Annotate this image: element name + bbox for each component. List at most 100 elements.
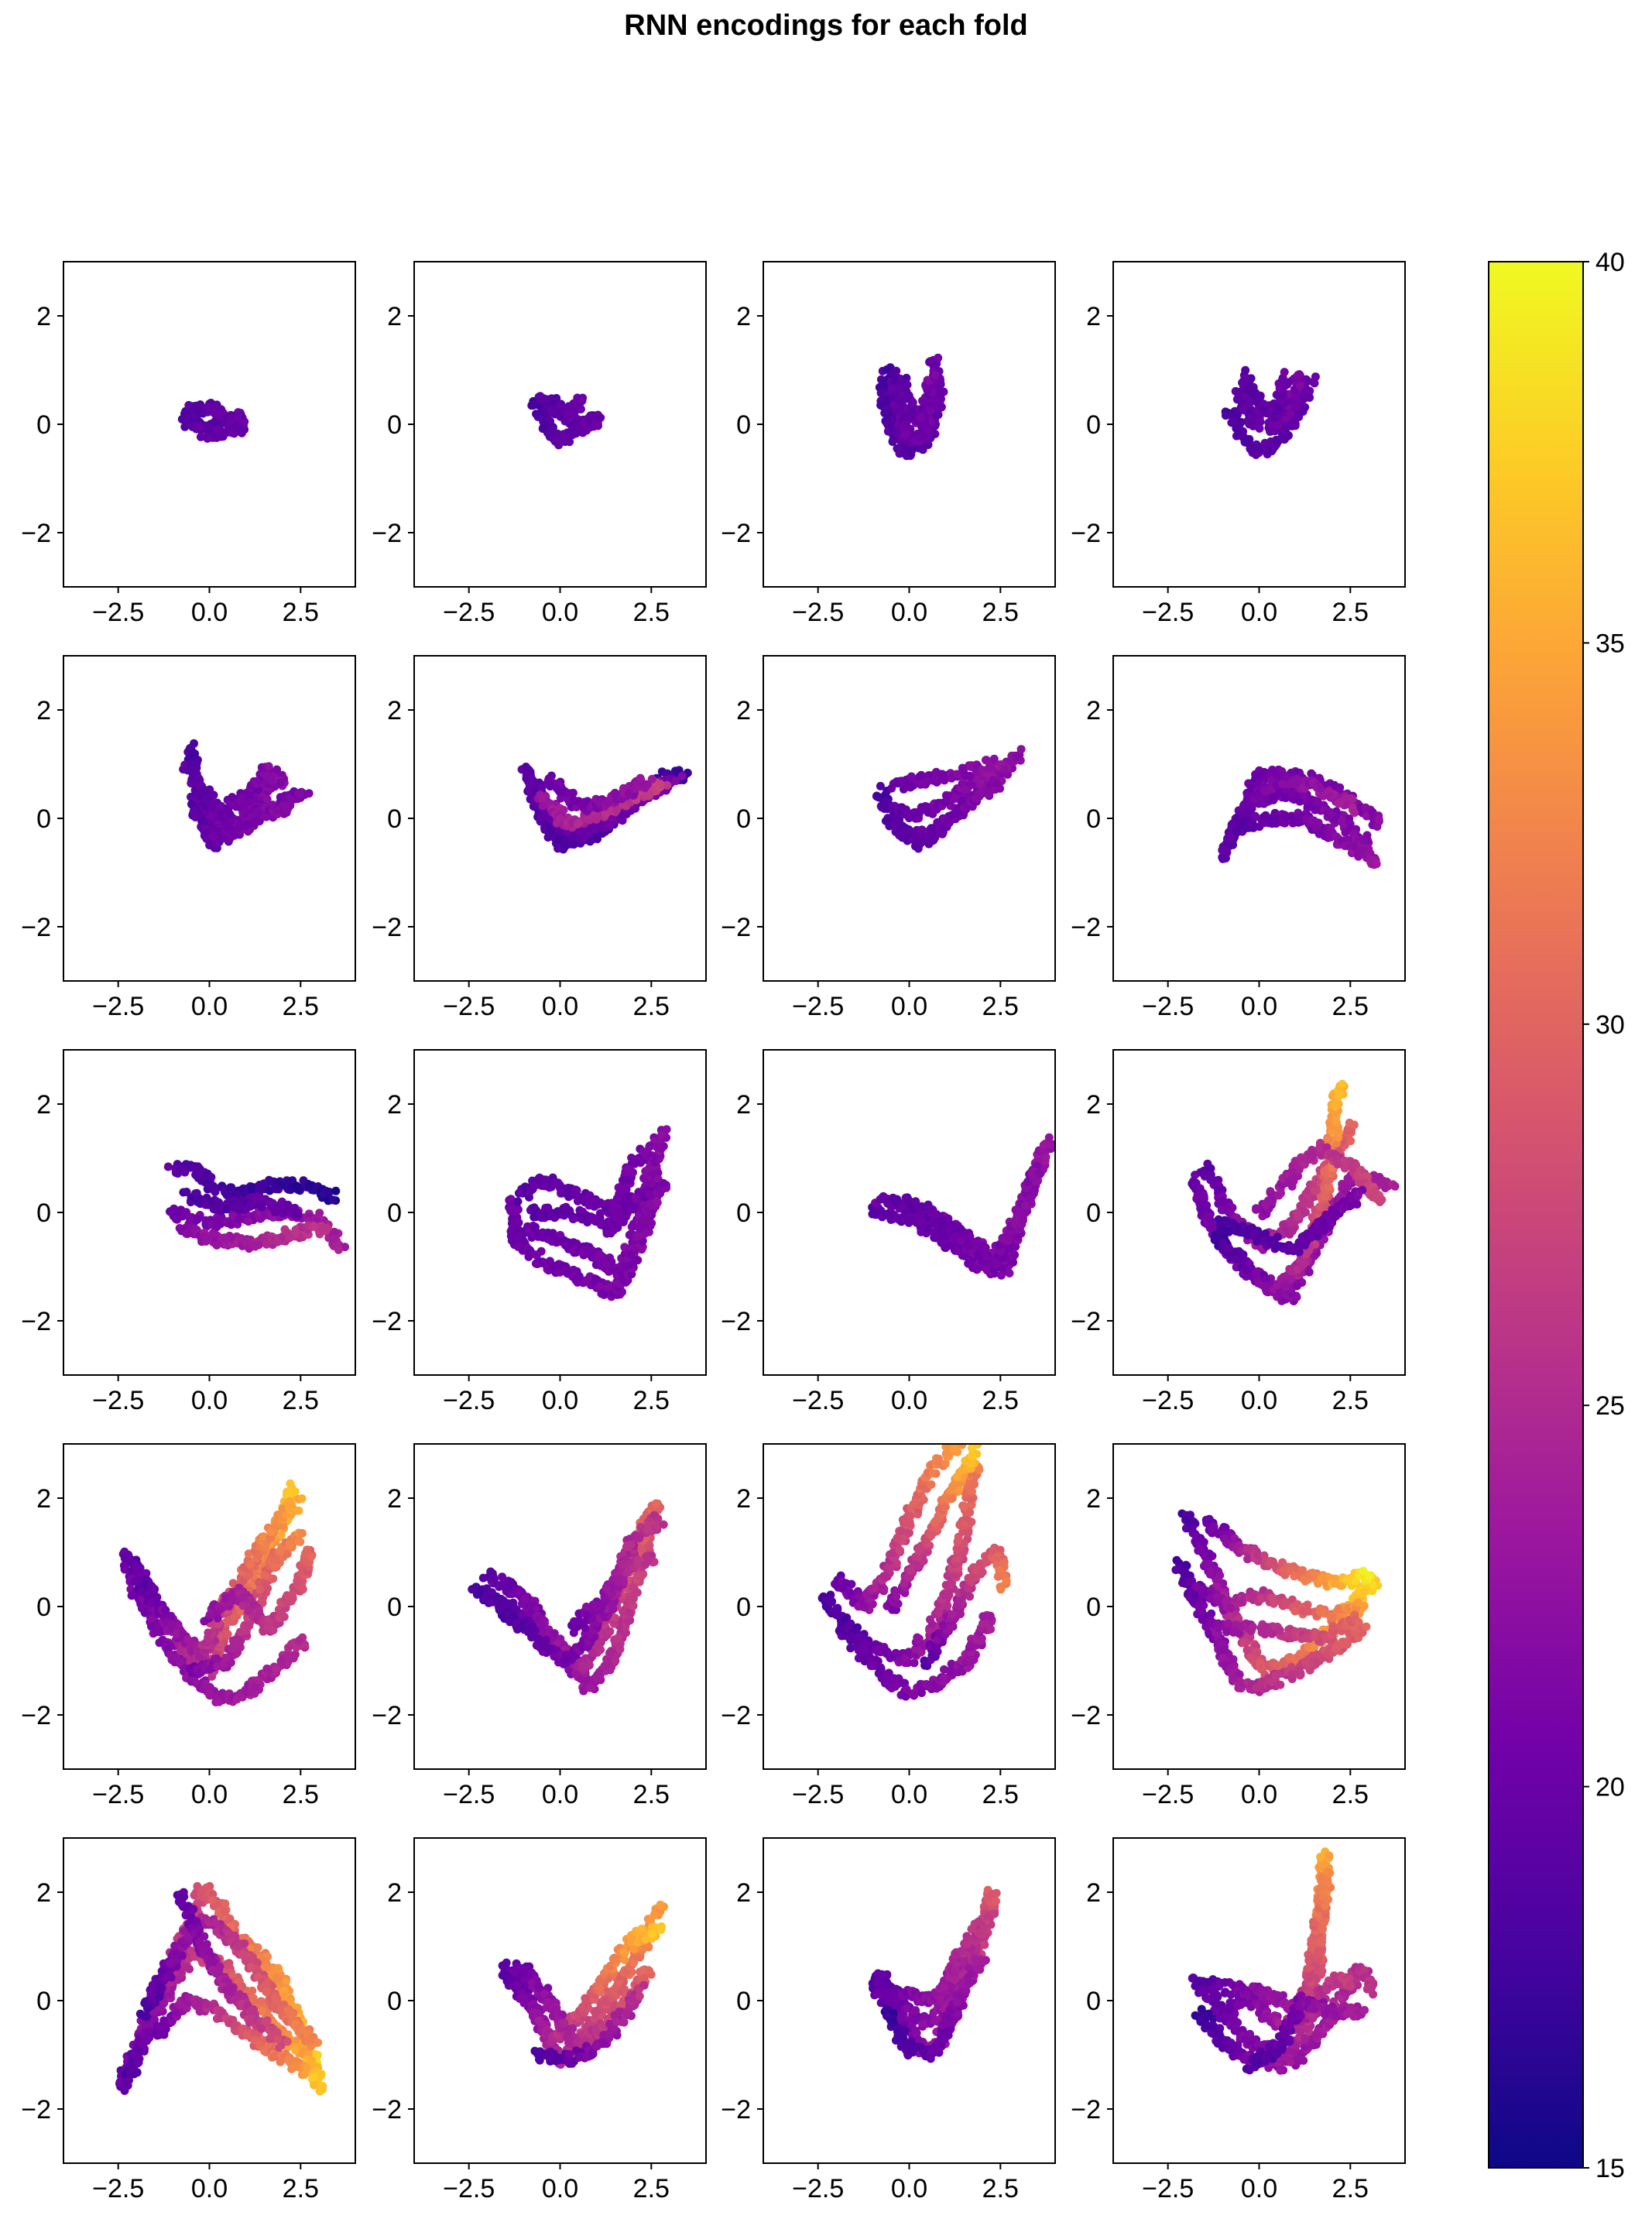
scatter-point bbox=[639, 1148, 649, 1157]
scatter-point bbox=[578, 396, 587, 406]
y-tick-label: −2 bbox=[21, 1307, 51, 1336]
scatter-point bbox=[254, 1240, 263, 1250]
x-tick-label: 0.0 bbox=[191, 1386, 228, 1415]
y-tick-label: 0 bbox=[387, 410, 402, 440]
x-tick-label: −2.5 bbox=[792, 598, 844, 627]
scatter-point bbox=[1252, 394, 1261, 403]
scatter-point bbox=[227, 1183, 236, 1192]
scatter-point bbox=[889, 400, 899, 410]
scatter-point bbox=[1281, 794, 1290, 802]
scatter-point bbox=[574, 834, 584, 843]
scatter-point bbox=[190, 763, 199, 773]
y-tick-label: −2 bbox=[721, 519, 751, 548]
scatter-point bbox=[341, 1243, 350, 1252]
y-tick-label: −2 bbox=[372, 1307, 402, 1336]
scatter-point bbox=[1288, 789, 1297, 798]
scatter-point bbox=[201, 1236, 211, 1246]
scatter-point bbox=[1016, 745, 1026, 754]
scatter-point bbox=[170, 1204, 179, 1213]
scatter-point bbox=[992, 780, 1002, 789]
scatter-point bbox=[957, 1236, 966, 1246]
x-tick-label: 2.5 bbox=[982, 992, 1019, 1021]
x-tick-label: 0.0 bbox=[1241, 992, 1277, 1021]
scatter-point bbox=[286, 794, 295, 803]
scatter-point bbox=[1021, 1201, 1030, 1210]
scatter-point bbox=[249, 817, 259, 826]
scatter-point bbox=[180, 422, 190, 431]
scatter-point bbox=[262, 794, 272, 804]
x-tick-label: 0.0 bbox=[542, 1386, 578, 1415]
scatter-point bbox=[538, 801, 547, 811]
scatter-points bbox=[872, 745, 1026, 853]
scatter-point bbox=[1237, 398, 1246, 407]
scatter-point bbox=[1227, 820, 1236, 829]
scatter-point bbox=[279, 801, 289, 810]
scatter-point bbox=[264, 762, 273, 771]
scatter-point bbox=[261, 1211, 270, 1220]
scatter-point bbox=[541, 420, 550, 429]
scatter-point bbox=[965, 771, 975, 780]
scatter-point bbox=[907, 772, 916, 781]
scatter-point bbox=[1338, 816, 1347, 825]
scatter-point bbox=[925, 358, 934, 367]
scatter-point bbox=[530, 1203, 539, 1212]
scatter-point bbox=[1294, 371, 1302, 380]
scatter-point bbox=[196, 432, 205, 441]
scatter-point bbox=[1310, 379, 1319, 388]
scatter-point bbox=[1041, 1153, 1050, 1162]
scatter-points bbox=[179, 739, 314, 852]
scatter-point bbox=[213, 1200, 222, 1209]
x-tick-label: 0.0 bbox=[191, 598, 228, 627]
scatter-point bbox=[552, 393, 561, 403]
scatter-point bbox=[1245, 436, 1254, 444]
scatter-point bbox=[968, 1249, 977, 1258]
scatter-point bbox=[624, 789, 633, 798]
scatter-point bbox=[961, 784, 970, 794]
scatter-point bbox=[634, 1231, 643, 1240]
scatter-point bbox=[571, 429, 581, 438]
scatter-point bbox=[677, 772, 687, 781]
scatter-point bbox=[266, 1177, 276, 1186]
scatter-points bbox=[868, 1133, 1055, 1280]
y-tick-label: 2 bbox=[736, 696, 751, 725]
scatter-points bbox=[177, 399, 249, 443]
y-tick-label: 0 bbox=[387, 1199, 402, 1228]
y-tick-label: 0 bbox=[387, 804, 402, 834]
x-tick-label: 2.5 bbox=[1332, 598, 1369, 627]
scatter-point bbox=[270, 1208, 279, 1217]
y-tick-label: 0 bbox=[736, 804, 751, 834]
y-tick-label: −2 bbox=[1071, 913, 1101, 942]
scatter-point bbox=[906, 448, 915, 458]
scatter-point bbox=[622, 1206, 631, 1216]
scatter-point bbox=[1273, 402, 1282, 411]
scatter-point bbox=[982, 756, 991, 765]
subplot-9: −2.5 0.0 2.5−202 bbox=[21, 1049, 356, 1415]
scatter-point bbox=[984, 764, 993, 773]
scatter-point bbox=[656, 780, 665, 789]
x-tick-label: −2.5 bbox=[443, 1386, 495, 1415]
scatter-point bbox=[1199, 1192, 1208, 1201]
x-tick-label: 0.0 bbox=[1241, 598, 1277, 627]
y-tick-label: 0 bbox=[736, 410, 751, 440]
scatter-point bbox=[887, 384, 896, 393]
scatter-point bbox=[1295, 381, 1304, 390]
scatter-point bbox=[1261, 811, 1270, 820]
scatter-point bbox=[584, 418, 594, 427]
subplot-5: −2.5 0.0 2.5−202 bbox=[21, 655, 356, 1021]
scatter-point bbox=[530, 1212, 539, 1222]
scatter-point bbox=[230, 1202, 239, 1212]
y-tick-label: 0 bbox=[36, 1199, 51, 1228]
scatter-point bbox=[581, 1277, 591, 1287]
scatter-point bbox=[554, 1178, 563, 1188]
subplot-3: −2.5 0.0 2.5−202 bbox=[721, 261, 1056, 627]
scatter-point bbox=[597, 822, 606, 832]
subplot-10: −2.5 0.0 2.5−202 bbox=[372, 1049, 707, 1415]
y-tick-label: −2 bbox=[21, 519, 51, 548]
scatter-point bbox=[645, 1141, 654, 1151]
subplot-1: −2.5 0.0 2.5−202 bbox=[21, 261, 356, 627]
scatter-point bbox=[951, 1231, 960, 1240]
scatter-point bbox=[532, 1250, 541, 1260]
subplot-2: −2.5 0.0 2.5−202 bbox=[372, 261, 707, 627]
scatter-point bbox=[1334, 799, 1343, 808]
scatter-point bbox=[1046, 1140, 1055, 1149]
